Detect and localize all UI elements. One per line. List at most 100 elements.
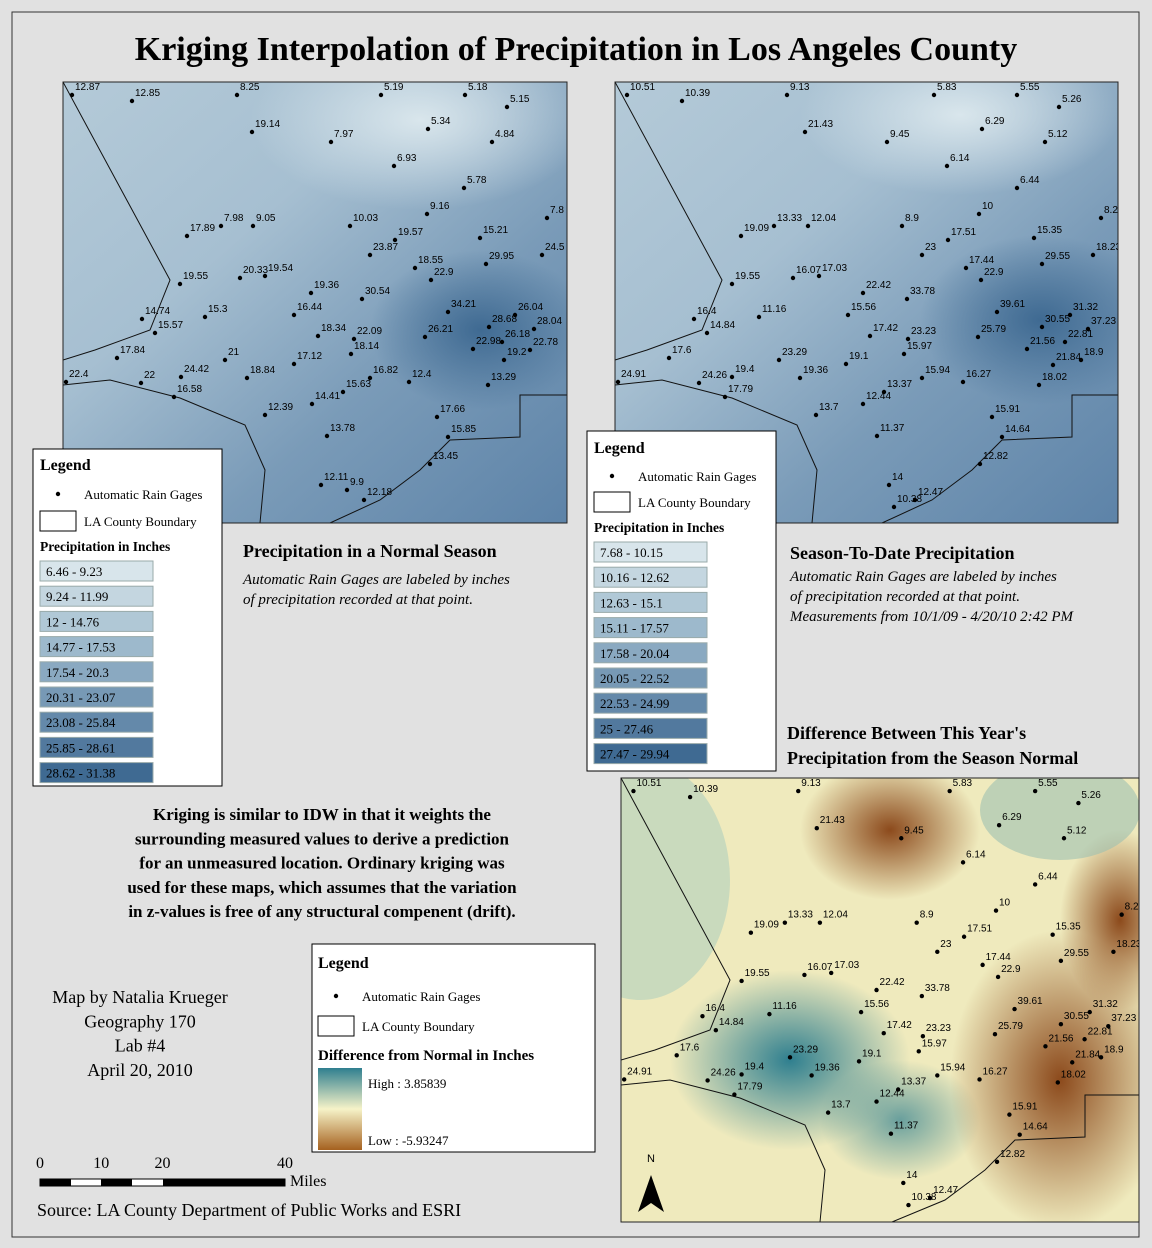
rain-gage xyxy=(489,139,495,145)
rain-gage xyxy=(425,126,431,132)
gauge-label: 24.5 xyxy=(545,242,565,253)
gauge-label: 5.26 xyxy=(1062,94,1082,105)
gauge-label: 6.14 xyxy=(950,153,970,164)
gauge-label: 22 xyxy=(144,370,156,381)
gauge-label: 31.32 xyxy=(1093,999,1118,1010)
rain-gage xyxy=(1012,1006,1017,1012)
legend-swatch xyxy=(593,541,708,563)
rain-gage xyxy=(328,139,334,145)
rain-gage xyxy=(1014,185,1020,191)
rain-gage xyxy=(776,357,782,363)
rain-gage xyxy=(767,1011,772,1017)
rain-gage xyxy=(1098,215,1104,221)
rain-gage xyxy=(1032,882,1038,887)
gauge-label: 22.78 xyxy=(533,337,558,348)
rain-gage xyxy=(809,1073,814,1078)
rain-gage xyxy=(1070,1060,1075,1065)
gauge-label: 18.23 xyxy=(1116,939,1141,950)
rain-gage xyxy=(1017,1132,1022,1137)
legend-field: Difference from Normal in Inches xyxy=(318,1048,534,1064)
gauge-label: 23.23 xyxy=(926,1023,951,1034)
gauge-label: 39.61 xyxy=(1000,299,1025,310)
rain-gage xyxy=(1039,261,1045,267)
gauge-label: 6.93 xyxy=(397,153,417,164)
legend-class-label: 12.63 - 15.1 xyxy=(600,595,663,610)
gauge-label: 19.09 xyxy=(744,223,769,234)
rain-gage xyxy=(884,139,890,145)
rain-gage xyxy=(63,379,69,385)
gauge-label: 31.32 xyxy=(1073,302,1098,313)
legend-low: Low : -5.93247 xyxy=(368,1133,449,1148)
rain-gage xyxy=(999,434,1005,440)
gauge-label: 17.44 xyxy=(986,952,1011,963)
gauge-label: 16.4 xyxy=(705,1003,725,1014)
rain-gage xyxy=(895,1087,901,1092)
gauge-label: 37.23 xyxy=(1111,1013,1136,1024)
rain-gage xyxy=(979,126,985,132)
gauge-label: 15.97 xyxy=(907,341,932,352)
gauge-label: 14.41 xyxy=(315,391,340,402)
gauge-layer: 10.51 10.39 9.13 5.83 5.55 5.26 21.43 9.45 6.29 5… xyxy=(621,778,1141,1208)
legend-label: Automatic Rain Gages xyxy=(638,469,756,484)
rain-gage xyxy=(961,934,967,939)
gauge-label: 11.37 xyxy=(880,423,905,434)
gauge-label: 9.45 xyxy=(890,129,910,140)
gauge-label: 7.97 xyxy=(334,129,354,140)
rain-gage xyxy=(1058,1021,1064,1027)
legend-boundary-symbol xyxy=(593,491,631,513)
gauge-label: 15.94 xyxy=(925,365,950,376)
gauge-label: 16.58 xyxy=(177,384,202,395)
rain-gage xyxy=(860,290,866,296)
gauge-label: 23 xyxy=(940,939,952,950)
rain-gage xyxy=(687,794,693,800)
gauge-label: 5.55 xyxy=(1038,778,1058,789)
rain-gage xyxy=(461,185,467,191)
rain-gage xyxy=(802,129,808,135)
north-label: N xyxy=(647,1153,655,1165)
description: in z-values is free of any structural co… xyxy=(128,902,515,921)
map-note: Automatic Rain Gages are labeled by inch… xyxy=(242,572,510,588)
rain-gage xyxy=(351,336,357,342)
description: for an unmeasured location. Ordinary kri… xyxy=(139,854,505,873)
rain-gage xyxy=(960,860,966,865)
rain-gage xyxy=(539,252,545,258)
rain-gage xyxy=(129,98,135,104)
gauge-label: 9.13 xyxy=(790,82,810,93)
rain-gage xyxy=(347,223,353,229)
rain-gage xyxy=(171,394,177,400)
rain-gage xyxy=(485,382,491,388)
rain-gage xyxy=(860,401,866,407)
rain-gage xyxy=(359,296,365,302)
rain-gage xyxy=(944,163,950,169)
gauge-label: 15.63 xyxy=(346,379,371,390)
map-frame xyxy=(620,777,1140,1223)
gauge-label: 17.03 xyxy=(822,263,847,274)
rain-gage xyxy=(802,972,807,978)
gauge-label: 10.39 xyxy=(693,784,718,795)
gauge-label: 29.55 xyxy=(1064,948,1089,959)
gauge-label: 19.54 xyxy=(268,263,293,274)
rain-gage xyxy=(244,375,250,381)
rain-gage xyxy=(935,949,940,955)
rain-gage xyxy=(249,129,255,135)
rain-gage xyxy=(1082,1037,1087,1042)
rain-gage xyxy=(931,92,937,98)
legend-class-label: 17.54 - 20.3 xyxy=(46,665,109,680)
gauge-label: 15.56 xyxy=(864,999,889,1010)
gauge-label: 23.87 xyxy=(373,242,398,253)
rain-gage xyxy=(434,414,440,420)
rain-gage xyxy=(1042,139,1048,145)
legend-swatch xyxy=(593,642,708,664)
gauge-label: 17.42 xyxy=(873,323,898,334)
gauge-label: 6.44 xyxy=(1038,871,1058,882)
gauge-label: 11.16 xyxy=(762,304,787,315)
credit: April 20, 2010 xyxy=(87,1060,193,1080)
gauge-label: 12.47 xyxy=(933,1185,958,1196)
rain-gage xyxy=(980,962,985,968)
rain-gage xyxy=(825,1110,831,1115)
rain-gage xyxy=(262,412,268,418)
rain-gage xyxy=(1119,912,1124,917)
rain-gage xyxy=(1007,1112,1012,1117)
rain-gage xyxy=(992,1032,998,1037)
rain-gage xyxy=(392,237,398,243)
